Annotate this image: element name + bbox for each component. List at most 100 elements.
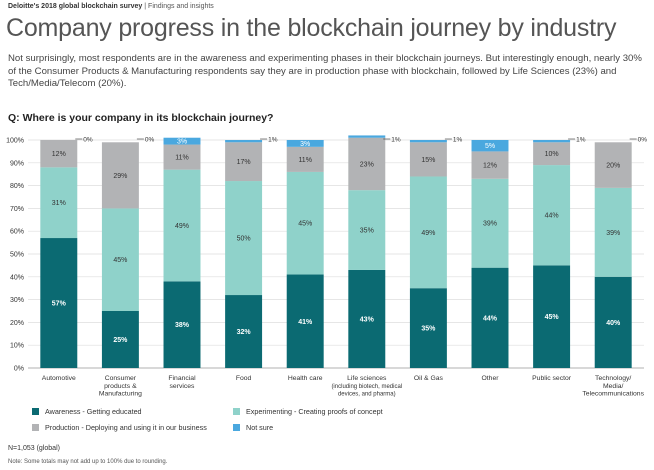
legend-item-production: Production - Deploying and using it in o… xyxy=(32,423,207,432)
bar-value-label: 11% xyxy=(175,155,189,162)
bar-value-label: 45% xyxy=(545,314,560,321)
category-label: devices, and pharma) xyxy=(338,392,396,398)
chart-legend: Awareness - Getting educated Experimenti… xyxy=(8,407,648,437)
bar-value-label: 10% xyxy=(545,151,559,158)
legend-item-awareness: Awareness - Getting educated xyxy=(32,407,142,416)
bar-segment xyxy=(594,276,632,368)
bar-value-label: 39% xyxy=(606,230,620,237)
bar-value-label: 41% xyxy=(298,319,313,326)
category-label: Life sciences xyxy=(347,375,387,382)
bar-segment xyxy=(348,137,386,191)
bar-segment xyxy=(225,181,263,296)
bar-value-label: 32% xyxy=(237,329,252,336)
category-label: Media/ xyxy=(603,383,624,390)
bar-value-label: 31% xyxy=(52,200,66,207)
bar-value-label: 43% xyxy=(360,316,375,323)
bar-segment xyxy=(101,142,139,209)
category-label: Manufacturing xyxy=(99,391,142,398)
bar-segment xyxy=(286,274,324,368)
bar-segment xyxy=(471,267,509,368)
y-tick-label: 70% xyxy=(10,206,24,213)
bar-value-label: 40% xyxy=(606,320,621,327)
legend-swatch-not-sure xyxy=(233,424,240,431)
category-label: services xyxy=(170,383,196,390)
y-tick-label: 30% xyxy=(10,297,24,304)
bar-segment xyxy=(471,140,509,152)
bar-segment xyxy=(163,281,201,368)
page-title: Company progress in the blockchain journ… xyxy=(6,14,617,42)
bar-segment xyxy=(40,167,78,239)
legend-item-not-sure: Not sure xyxy=(233,423,273,432)
category-label: Technology/ xyxy=(595,375,631,382)
top-value-label: 1% xyxy=(391,137,401,144)
bar-value-label: 44% xyxy=(483,315,498,322)
bar-segment xyxy=(409,142,447,177)
intro-paragraph: Not surprisingly, most respondents are i… xyxy=(8,53,642,90)
legend-label-production: Production - Deploying and using it in o… xyxy=(45,423,207,432)
bar-value-label: 49% xyxy=(175,223,189,230)
bar-value-label: 12% xyxy=(52,151,66,158)
bar-value-label: 12% xyxy=(483,163,497,170)
header-separator: | xyxy=(142,3,149,10)
bar-value-label: 57% xyxy=(52,301,67,308)
bar-segment xyxy=(286,171,324,275)
rounding-footnote: Note: Some totals may not add up to 100%… xyxy=(8,459,168,465)
bar-value-label: 11% xyxy=(298,157,312,164)
category-label: Food xyxy=(236,375,252,382)
survey-question: Q: Where is your company in its blockcha… xyxy=(8,112,274,124)
top-value-label: 0% xyxy=(83,137,93,144)
bar-segment xyxy=(533,265,571,368)
top-value-label: 1% xyxy=(453,137,463,144)
bar-value-label: 50% xyxy=(237,236,251,243)
bar-segment xyxy=(594,142,632,188)
legend-swatch-awareness xyxy=(32,408,39,415)
category-label: Automotive xyxy=(42,375,76,382)
bar-value-label: 5% xyxy=(485,143,495,150)
bar-segment xyxy=(286,140,324,147)
bar-segment xyxy=(409,140,447,143)
bar-segment xyxy=(40,238,78,368)
bar-segment xyxy=(409,288,447,368)
legend-label-not-sure: Not sure xyxy=(246,423,274,432)
bar-segment xyxy=(348,135,386,138)
y-tick-label: 80% xyxy=(10,183,24,190)
bar-segment xyxy=(101,311,139,368)
top-value-label: 1% xyxy=(268,137,278,144)
top-value-label: 1% xyxy=(576,137,586,144)
bar-value-label: 29% xyxy=(113,173,127,180)
bar-segment xyxy=(163,137,201,145)
bar-segment xyxy=(101,208,139,311)
bar-value-label: 17% xyxy=(237,159,251,166)
bar-segment xyxy=(409,176,447,289)
y-tick-label: 20% xyxy=(10,320,24,327)
bar-value-label: 49% xyxy=(421,230,435,237)
bar-segment xyxy=(471,151,509,179)
bar-segment xyxy=(163,169,201,282)
sample-size-note: N=1,053 (global) xyxy=(8,445,60,452)
y-tick-label: 10% xyxy=(10,343,24,350)
bar-segment xyxy=(348,269,386,368)
bar-value-label: 45% xyxy=(298,221,312,228)
bar-segment xyxy=(163,144,201,170)
bar-segment xyxy=(225,295,263,368)
bar-value-label: 20% xyxy=(606,163,620,170)
bar-value-label: 44% xyxy=(545,213,559,220)
bar-segment xyxy=(594,187,632,277)
bar-segment xyxy=(533,140,571,143)
bar-value-label: 39% xyxy=(483,221,497,228)
top-value-label: 0% xyxy=(638,137,648,144)
y-tick-label: 90% xyxy=(10,160,24,167)
report-section: Findings and insights xyxy=(148,3,214,10)
top-value-label: 0% xyxy=(145,137,155,144)
bar-value-label: 25% xyxy=(113,337,128,344)
bar-value-label: 15% xyxy=(421,157,435,164)
bar-segment xyxy=(225,142,263,182)
bar-value-label: 23% xyxy=(360,161,374,168)
bar-value-label: 35% xyxy=(360,228,374,235)
legend-label-awareness: Awareness - Getting educated xyxy=(45,407,142,416)
bar-segment xyxy=(40,140,78,168)
category-label: Financial xyxy=(168,375,196,382)
y-tick-label: 40% xyxy=(10,274,24,281)
bar-segment xyxy=(225,140,263,143)
category-label: Oil & Gas xyxy=(414,375,444,382)
